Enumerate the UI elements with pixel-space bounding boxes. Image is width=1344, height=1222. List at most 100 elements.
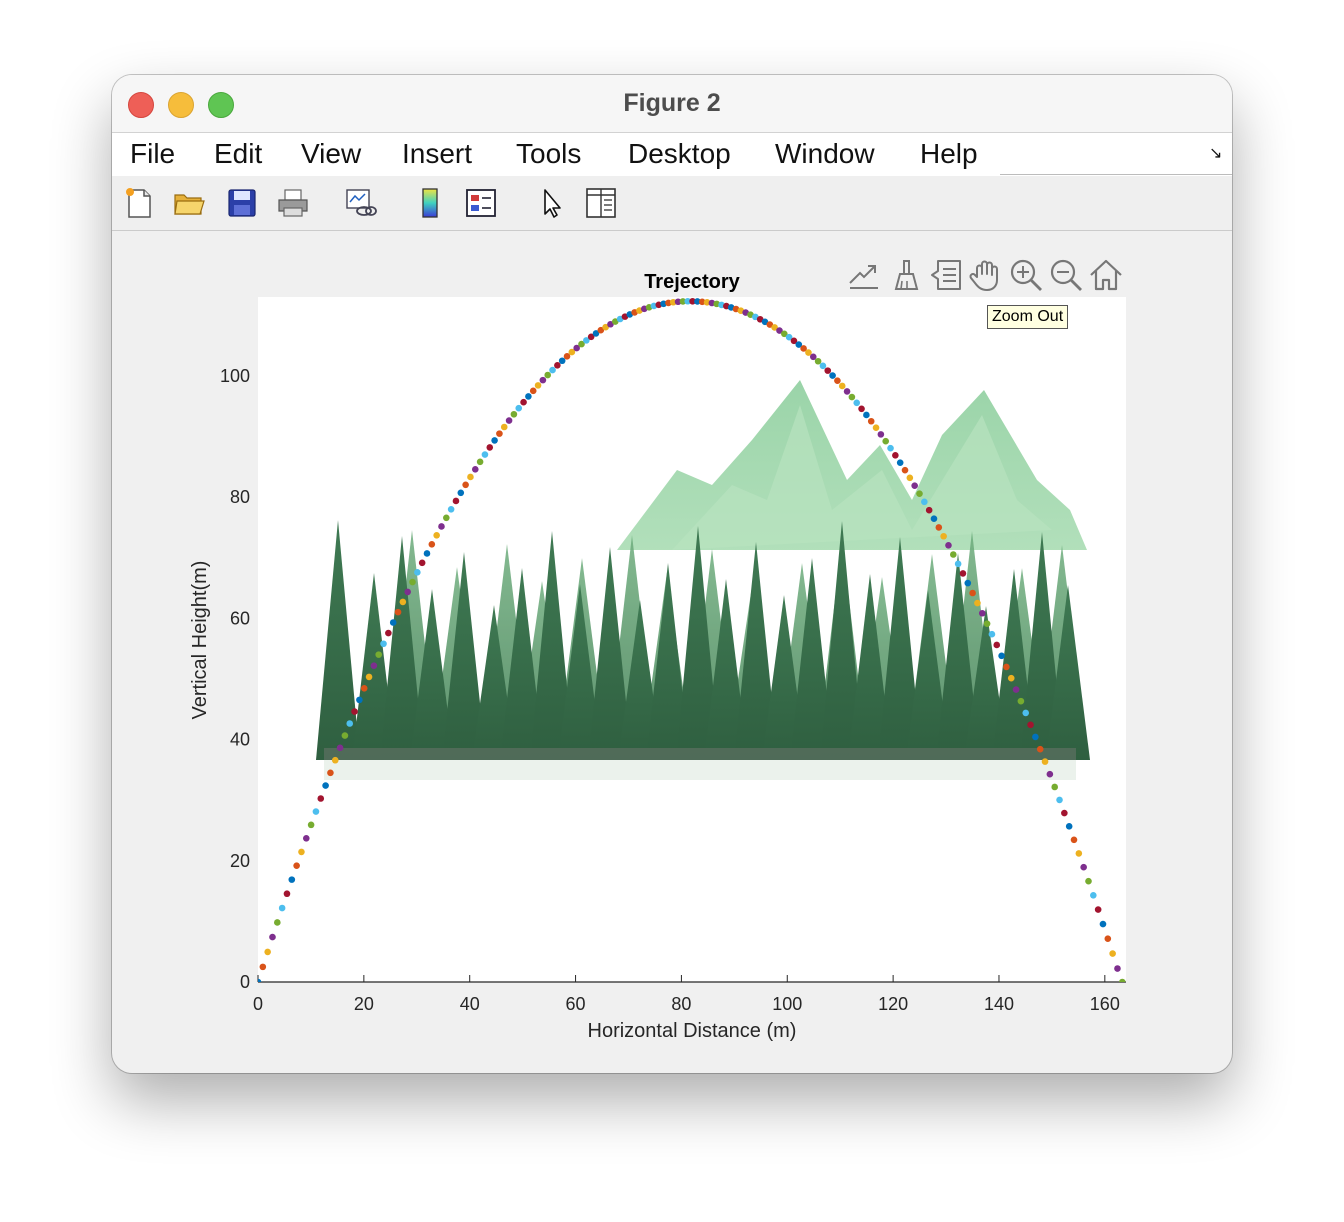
trajectory-point — [669, 298, 677, 306]
trajectory-point — [756, 315, 764, 323]
trajectory-point — [1118, 978, 1126, 982]
trajectory-point — [612, 318, 619, 325]
trajectory-point — [438, 523, 445, 530]
trajectory-point — [336, 744, 344, 752]
trajectory-point — [785, 333, 793, 341]
trajectory-point — [554, 362, 561, 369]
trajectory-point — [351, 708, 358, 715]
y-axis-label: Vertical Height(m) — [189, 561, 211, 720]
trajectory-point — [877, 431, 885, 438]
y-tick-label: 40 — [230, 730, 250, 750]
x-tick-label: 60 — [566, 994, 586, 1014]
menu-view[interactable]: View — [301, 138, 362, 169]
trajectory-point — [1041, 758, 1049, 765]
trajectory-point — [776, 327, 783, 334]
save-icon[interactable] — [225, 186, 259, 220]
open-file-icon[interactable] — [172, 186, 206, 220]
trajectory-point — [510, 410, 518, 418]
menu-help[interactable]: Help — [920, 138, 978, 169]
legend-icon[interactable] — [464, 186, 498, 220]
menu-desktop[interactable]: Desktop — [628, 138, 731, 169]
link-plot-icon[interactable] — [344, 186, 378, 220]
trajectory-point — [462, 481, 469, 489]
trajectory-point — [356, 696, 363, 704]
menu-insert[interactable]: Insert — [402, 138, 473, 169]
x-tick-label: 140 — [984, 994, 1014, 1014]
trajectory-point — [867, 417, 875, 425]
menu-edit[interactable]: Edit — [214, 138, 263, 169]
brush-icon[interactable] — [888, 257, 924, 293]
trajectory-point — [983, 620, 991, 627]
x-tick-label: 120 — [878, 994, 908, 1014]
trajectory-point — [278, 904, 286, 912]
window-title: Figure 2 — [623, 89, 721, 117]
zoom-window-button[interactable] — [208, 92, 234, 118]
trajectory-point — [496, 430, 503, 437]
zoom-in-icon[interactable] — [1008, 257, 1044, 293]
trajectory-point — [505, 417, 513, 424]
trajectory-point — [549, 366, 556, 374]
new-figure-icon[interactable] — [122, 186, 156, 220]
dock-figure-icon[interactable]: ↘ — [1209, 145, 1223, 162]
menu-separator — [1000, 174, 1232, 175]
chart-title: Trejectory — [644, 271, 740, 293]
trajectory-point — [288, 876, 296, 883]
x-tick-label: 20 — [354, 994, 374, 1014]
trajectory-point — [259, 963, 267, 971]
trajectory-point — [1090, 891, 1097, 899]
property-inspector-icon[interactable] — [584, 186, 618, 220]
pan-hand-icon[interactable] — [968, 257, 1004, 293]
edit-plot-arrow-icon[interactable] — [535, 186, 569, 220]
trajectory-point — [471, 466, 479, 473]
trajectory-point — [665, 299, 672, 307]
trajectory-point — [563, 353, 571, 360]
close-window-button[interactable] — [128, 92, 154, 118]
menu-file[interactable]: File — [130, 138, 176, 169]
trajectory-point — [302, 834, 310, 842]
trajectory-point — [467, 473, 474, 481]
trajectory-point — [988, 630, 996, 638]
trajectory-point — [307, 821, 315, 829]
trajectory-point — [1109, 950, 1116, 957]
figure-toolbar — [112, 176, 1232, 231]
trajectory-point — [312, 808, 320, 815]
trajectory-point — [974, 599, 981, 607]
zoom-out-icon[interactable] — [1048, 257, 1084, 293]
trajectory-point — [930, 515, 938, 523]
trajectory-point — [587, 333, 595, 341]
trajectory-point — [1085, 877, 1092, 885]
trajectory-point — [781, 330, 788, 338]
menu-tools[interactable]: Tools — [516, 138, 582, 169]
trajectory-point — [558, 357, 566, 365]
trajectory-point — [414, 569, 421, 576]
trajectory-point — [327, 769, 334, 777]
trajectory-point — [322, 782, 329, 789]
trajectory-point — [515, 404, 523, 412]
trajectory-point — [544, 371, 552, 379]
trajectory-point — [370, 662, 378, 669]
trajectory-point — [1007, 674, 1015, 682]
x-tick-label: 100 — [772, 994, 802, 1014]
trajectory-point — [443, 514, 450, 522]
x-axis-label: Horizontal Distance (m) — [588, 1020, 797, 1042]
trajectory-point — [679, 298, 687, 305]
restore-view-home-icon[interactable] — [1088, 257, 1124, 293]
menu-window[interactable]: Window — [775, 138, 875, 169]
forest-background-image — [316, 380, 1090, 780]
trajectory-point — [298, 848, 305, 856]
print-icon[interactable] — [276, 186, 310, 220]
trajectory-point — [703, 299, 711, 306]
trajectory-point — [872, 424, 880, 432]
trajectory-point — [863, 411, 870, 419]
trajectory-point — [882, 437, 890, 445]
export-icon[interactable] — [846, 257, 882, 293]
trajectory-point — [394, 608, 402, 616]
trajectory-point — [607, 320, 614, 328]
y-tick-label: 80 — [230, 487, 250, 507]
data-tips-icon[interactable] — [928, 257, 964, 293]
trajectory-point — [491, 437, 498, 444]
minimize-window-button[interactable] — [168, 92, 194, 118]
trajectory-point — [274, 919, 281, 926]
colorbar-icon[interactable] — [413, 186, 447, 220]
trajectory-point — [795, 341, 803, 348]
